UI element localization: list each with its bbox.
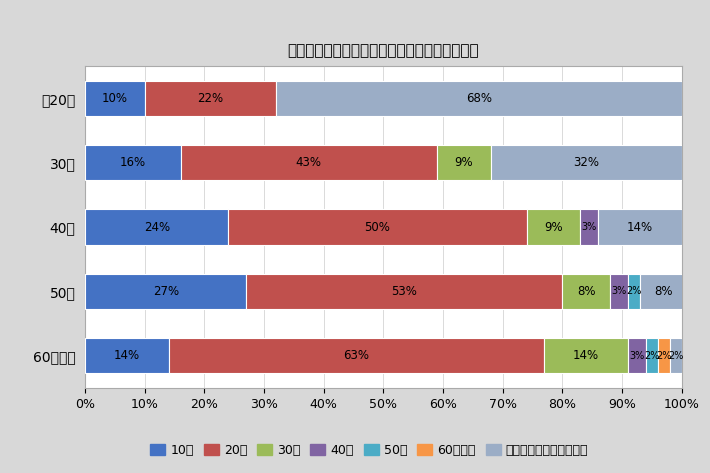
Text: 9%: 9%: [454, 156, 474, 169]
Text: 3%: 3%: [611, 286, 627, 296]
Text: 8%: 8%: [577, 285, 596, 298]
Bar: [145, 81, 276, 116]
Text: 27%: 27%: [153, 285, 179, 298]
Text: 2%: 2%: [644, 350, 660, 360]
Text: 2%: 2%: [668, 350, 683, 360]
Text: 32%: 32%: [573, 156, 599, 169]
Text: 14%: 14%: [573, 349, 599, 362]
Bar: [628, 274, 640, 309]
Bar: [180, 145, 437, 180]
Bar: [657, 338, 670, 373]
Text: 2%: 2%: [626, 286, 642, 296]
Text: 68%: 68%: [466, 92, 492, 105]
Bar: [85, 81, 145, 116]
Title: 初めて自分でクルマを購入したのはいつですか: 初めて自分でクルマを購入したのはいつですか: [288, 43, 479, 58]
Bar: [276, 81, 682, 116]
Bar: [85, 338, 169, 373]
Bar: [246, 274, 562, 309]
Bar: [85, 274, 246, 309]
Bar: [85, 145, 180, 180]
Text: 14%: 14%: [627, 220, 653, 234]
Text: 63%: 63%: [344, 349, 370, 362]
Bar: [527, 210, 580, 245]
Text: 10%: 10%: [102, 92, 128, 105]
Bar: [169, 338, 545, 373]
Bar: [610, 274, 628, 309]
Text: 8%: 8%: [655, 285, 673, 298]
Bar: [545, 338, 628, 373]
Bar: [670, 338, 682, 373]
Bar: [437, 145, 491, 180]
Bar: [598, 210, 682, 245]
Bar: [491, 145, 682, 180]
Bar: [580, 210, 598, 245]
Text: 43%: 43%: [296, 156, 322, 169]
Text: 9%: 9%: [544, 220, 563, 234]
Text: 22%: 22%: [197, 92, 224, 105]
Text: 3%: 3%: [629, 350, 645, 360]
Text: 24%: 24%: [143, 220, 170, 234]
Text: 3%: 3%: [581, 222, 597, 232]
Legend: 10代, 20代, 30代, 40代, 50代, 60代以上, 自分で買ったことがない: 10代, 20代, 30代, 40代, 50代, 60代以上, 自分で買ったこと…: [146, 439, 593, 462]
Text: 53%: 53%: [391, 285, 417, 298]
Bar: [229, 210, 527, 245]
Text: 14%: 14%: [114, 349, 140, 362]
Bar: [628, 338, 646, 373]
Bar: [646, 338, 657, 373]
Bar: [562, 274, 610, 309]
Text: 16%: 16%: [120, 156, 146, 169]
Text: 50%: 50%: [364, 220, 391, 234]
Bar: [640, 274, 687, 309]
Bar: [85, 210, 229, 245]
Text: 2%: 2%: [656, 350, 672, 360]
